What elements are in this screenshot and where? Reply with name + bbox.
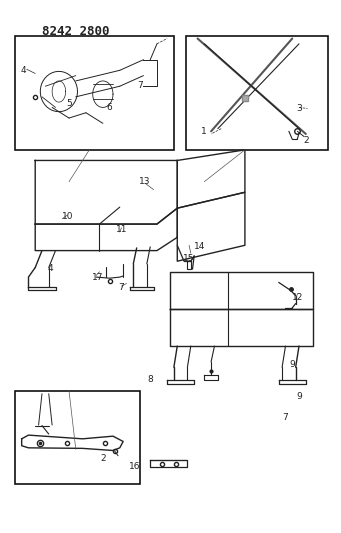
Bar	[186, 36, 328, 150]
Bar	[15, 36, 174, 150]
Text: 3: 3	[296, 104, 302, 113]
Text: 2: 2	[303, 136, 309, 146]
Text: 1: 1	[202, 127, 207, 136]
Text: 8: 8	[147, 375, 153, 384]
Text: 7: 7	[283, 413, 288, 422]
Text: 17: 17	[92, 272, 104, 281]
Text: 6: 6	[107, 103, 113, 112]
Text: 12: 12	[292, 293, 303, 302]
Text: 5: 5	[66, 99, 72, 108]
Text: 14: 14	[194, 242, 205, 251]
Text: 8242 2800: 8242 2800	[42, 25, 109, 38]
Text: 9: 9	[296, 392, 302, 401]
Text: 7: 7	[137, 80, 143, 90]
Text: 11: 11	[116, 225, 127, 234]
Text: 16: 16	[129, 463, 141, 471]
Text: 13: 13	[139, 177, 151, 186]
Text: 4: 4	[20, 66, 26, 75]
Text: 2: 2	[100, 454, 106, 463]
Bar	[15, 391, 140, 484]
Text: 10: 10	[62, 212, 73, 221]
Text: 9: 9	[290, 360, 295, 369]
Text: 4: 4	[48, 264, 53, 273]
Text: 7: 7	[119, 283, 124, 292]
Text: 15: 15	[183, 254, 195, 263]
